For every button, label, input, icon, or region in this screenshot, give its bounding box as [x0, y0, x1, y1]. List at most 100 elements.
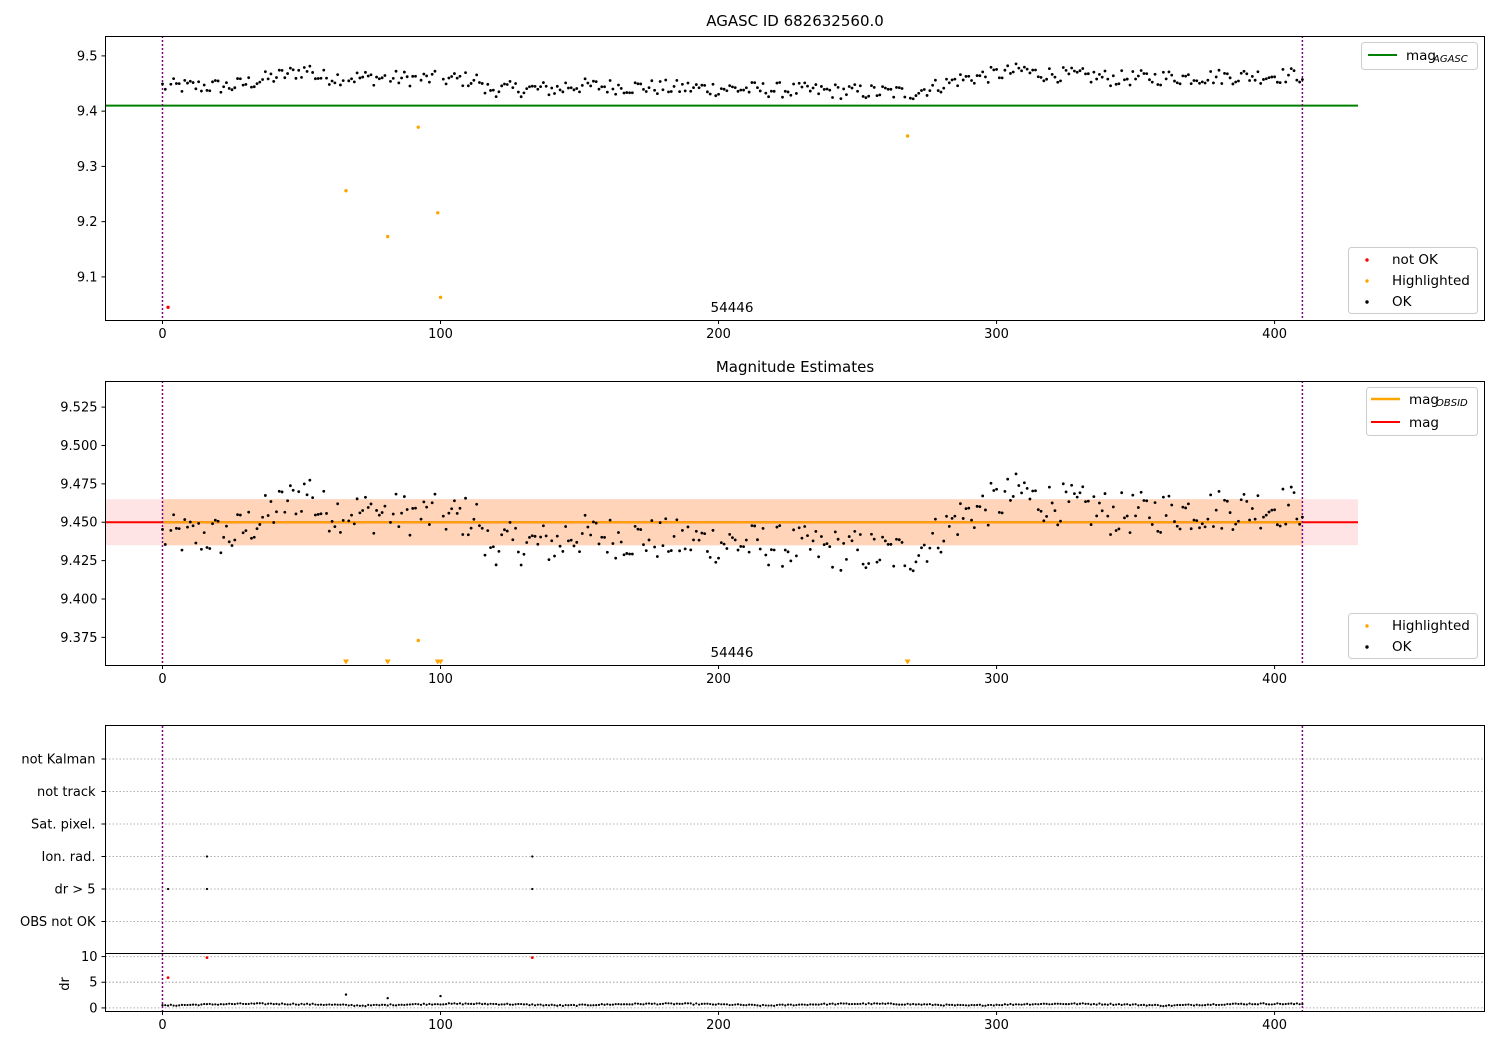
- y-tick-label: 5: [89, 976, 97, 991]
- ok-point: [1164, 514, 1168, 517]
- dr-point: [845, 1002, 848, 1005]
- ok-point: [280, 490, 284, 494]
- ok-point: [336, 502, 340, 506]
- ok-point: [263, 494, 267, 497]
- ok-point: [316, 512, 320, 516]
- ok-point: [447, 511, 451, 515]
- ok-point: [667, 90, 670, 94]
- ok-point: [658, 80, 662, 83]
- dr-point: [272, 1003, 275, 1006]
- ok-point: [1031, 68, 1035, 72]
- ok-point: [433, 69, 437, 73]
- dr-point: [703, 1002, 706, 1005]
- ok-point: [519, 563, 523, 567]
- dr-point: [717, 1002, 720, 1005]
- dr-point: [336, 1003, 339, 1006]
- ok-point: [341, 79, 345, 83]
- ok-point: [564, 81, 568, 85]
- ok-point: [491, 545, 495, 549]
- ok-point: [1047, 67, 1051, 71]
- ok-point: [1075, 495, 1079, 499]
- dr-point: [650, 1002, 653, 1005]
- dr-point: [570, 1003, 573, 1007]
- dr-point: [820, 1003, 823, 1006]
- dr-point: [353, 1004, 356, 1007]
- dr-point: [611, 1003, 614, 1006]
- dr-point: [203, 1002, 206, 1006]
- dr-point: [583, 1003, 587, 1006]
- dr-point: [389, 1003, 392, 1006]
- ok-point: [414, 506, 417, 510]
- ok-point: [177, 527, 181, 531]
- ok-point: [1084, 72, 1087, 76]
- ok-point: [580, 532, 584, 535]
- ok-point: [1050, 501, 1054, 505]
- dr-point: [645, 1002, 648, 1005]
- ok-point: [744, 86, 748, 90]
- ok-point: [1092, 70, 1096, 74]
- ok-point: [778, 524, 782, 528]
- ok-point: [628, 552, 631, 556]
- ok-point: [1036, 75, 1040, 79]
- dr-point: [292, 1002, 295, 1005]
- dr-point: [264, 1003, 267, 1006]
- ok-point: [939, 90, 943, 94]
- ok-point: [1086, 499, 1090, 503]
- ok-point: [1273, 75, 1276, 79]
- ok-point: [864, 566, 868, 570]
- ok-point: [1056, 80, 1060, 84]
- ok-point: [886, 543, 890, 546]
- ok-point: [294, 76, 298, 80]
- dr-point: [375, 1003, 378, 1006]
- ok-point: [661, 544, 665, 547]
- dr-point: [848, 1002, 851, 1006]
- ok-point: [1237, 79, 1240, 83]
- ok-point: [508, 79, 512, 83]
- ok-point: [1187, 502, 1190, 506]
- dr-point: [925, 1003, 929, 1006]
- dr-point: [1020, 1003, 1023, 1006]
- ok-point: [1095, 77, 1099, 81]
- y-tick-label: 9.1: [77, 270, 98, 285]
- dr-point: [267, 1002, 270, 1005]
- dr-point: [297, 1003, 300, 1006]
- ok-point: [658, 521, 662, 525]
- ok-point: [945, 77, 948, 81]
- ok-point: [400, 511, 403, 515]
- ok-point: [831, 565, 834, 569]
- dr-point: [191, 1003, 195, 1006]
- ok-point: [547, 558, 551, 562]
- ok-point: [200, 547, 203, 551]
- ok-point: [1267, 76, 1271, 80]
- ok-point: [594, 80, 598, 84]
- dr-point: [814, 1003, 817, 1006]
- dr-point: [981, 1004, 984, 1007]
- ok-point: [1053, 509, 1057, 513]
- ok-point: [1106, 77, 1110, 81]
- dr-point: [1073, 1002, 1076, 1005]
- ok-point: [1275, 523, 1279, 527]
- dr-point: [428, 1002, 431, 1006]
- ok-point: [736, 548, 740, 552]
- ok-point: [186, 81, 189, 85]
- ok-point: [188, 520, 192, 524]
- dr-point: [1115, 1003, 1118, 1006]
- dr-point: [561, 1004, 564, 1007]
- dr-point: [1231, 1002, 1234, 1005]
- ok-point: [533, 534, 537, 538]
- ok-points: [161, 472, 1304, 573]
- ok-point: [711, 82, 715, 86]
- ok-point: [800, 536, 804, 540]
- x-tick-label: 0: [158, 1018, 166, 1033]
- dr-point: [286, 1003, 289, 1006]
- dr-point: [912, 1002, 915, 1006]
- dr-point: [659, 1002, 662, 1006]
- legend-marker: [1365, 258, 1369, 262]
- ok-point: [811, 539, 815, 543]
- ok-point: [211, 522, 214, 526]
- ok-point: [222, 85, 226, 89]
- ok-point: [942, 86, 946, 90]
- dr-point: [1067, 1002, 1070, 1006]
- flag-points: [166, 855, 534, 891]
- dr-point: [1017, 1003, 1020, 1006]
